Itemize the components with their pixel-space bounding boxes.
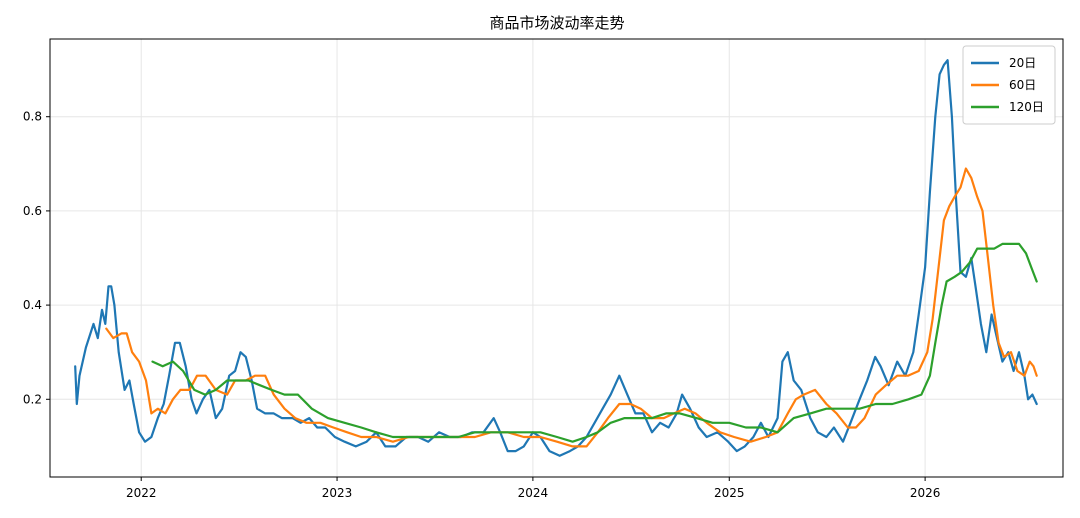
series-line-2 — [151, 242, 1038, 443]
x-tick-label: 2025 — [714, 486, 745, 500]
x-tick-label: 2026 — [910, 486, 941, 500]
legend-label-1: 60日 — [1009, 78, 1036, 92]
legend-label-0: 20日 — [1009, 56, 1036, 70]
x-tick-label: 2023 — [322, 486, 353, 500]
chart-title: 商品市场波动率走势 — [489, 14, 624, 32]
x-tick-label: 2024 — [518, 486, 549, 500]
x-axis: 2022 2023 2024 2025 2026 — [126, 477, 940, 500]
legend: 20日 60日 120日 — [962, 45, 1056, 125]
y-tick-label: 0.6 — [23, 204, 42, 218]
y-tick-label: 0.4 — [23, 298, 42, 312]
series-line-0 — [74, 59, 1038, 457]
series-layer — [74, 59, 1038, 457]
series-line-1 — [105, 167, 1038, 448]
y-tick-label: 0.2 — [23, 392, 42, 406]
legend-box — [962, 45, 1056, 125]
y-tick-label: 0.8 — [23, 110, 42, 124]
legend-label-2: 120日 — [1009, 100, 1044, 114]
plot-frame — [49, 38, 1064, 478]
x-tick-label: 2022 — [126, 486, 157, 500]
y-axis: 0.2 0.4 0.6 0.8 — [23, 110, 50, 406]
